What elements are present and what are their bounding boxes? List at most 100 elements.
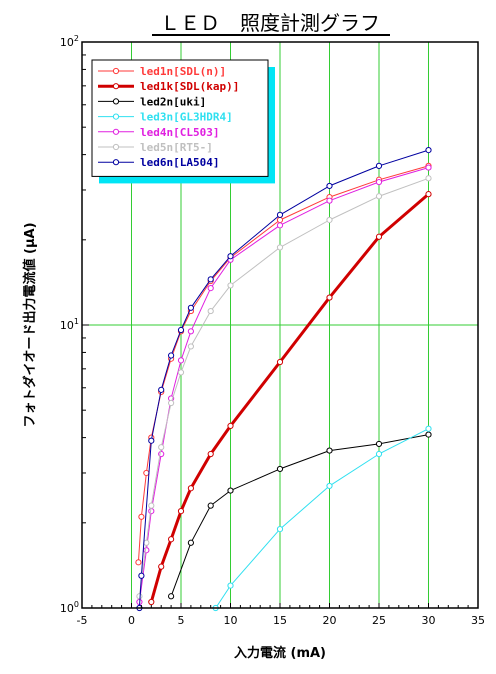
data-point (135, 559, 142, 566)
data-point (276, 358, 284, 366)
data-point (276, 222, 284, 229)
data-point (425, 191, 432, 198)
data-point (207, 276, 214, 283)
data-point (326, 482, 333, 490)
data-point (143, 539, 150, 546)
data-point (326, 182, 333, 190)
data-point (148, 437, 155, 444)
series-line (215, 428, 429, 609)
data-point (375, 233, 383, 240)
data-point (375, 440, 383, 448)
series-1 (148, 191, 432, 606)
data-point (143, 469, 150, 477)
legend-marker (112, 143, 120, 151)
data-point (168, 536, 175, 543)
series-2 (168, 431, 432, 600)
legend-label: led1k[SDL(kap)] (140, 80, 239, 93)
data-point (158, 444, 165, 451)
x-tick-label: 10 (224, 614, 238, 627)
data-point (425, 431, 432, 438)
data-point (138, 572, 145, 579)
data-point (276, 216, 284, 224)
x-tick-label: 35 (471, 614, 485, 627)
y-tick-label: 102 (60, 34, 79, 49)
x-tick-label: 20 (323, 614, 337, 627)
data-point (158, 386, 165, 393)
series-5 (136, 175, 432, 600)
x-tick-label: 30 (422, 614, 436, 627)
chart-title: ＬＥＤ 照度計測グラフ (160, 11, 380, 35)
legend-label: led3n[GL3HDR4] (140, 111, 233, 124)
legend-label: led5n[RT5-] (140, 141, 213, 154)
series-line (138, 177, 429, 597)
data-point (425, 164, 432, 171)
data-point (425, 425, 432, 432)
series-line (137, 165, 429, 563)
data-point (375, 193, 383, 200)
legend-label: led2n[uki] (140, 95, 206, 108)
x-tick-label: 5 (178, 614, 185, 627)
data-point (227, 582, 234, 589)
data-point (177, 326, 185, 334)
data-point (138, 513, 145, 520)
data-point (187, 328, 194, 335)
data-point (375, 450, 383, 458)
x-tick-label: -5 (77, 614, 88, 627)
data-point (168, 593, 175, 600)
x-tick-label: 15 (273, 614, 287, 627)
data-point (207, 502, 214, 509)
data-point (207, 450, 214, 458)
data-point (276, 465, 284, 473)
data-point (143, 547, 150, 554)
series-line (138, 149, 429, 609)
data-point (207, 285, 214, 292)
data-point (148, 598, 155, 606)
data-point (375, 162, 383, 169)
series-4 (136, 164, 432, 606)
data-point (148, 502, 155, 509)
data-point (326, 216, 333, 224)
data-point (187, 485, 194, 492)
data-point (227, 422, 234, 430)
data-point (187, 539, 194, 546)
legend-marker (112, 98, 120, 105)
data-point (207, 307, 214, 315)
data-point (168, 352, 175, 359)
legend-label: led4n[CL503] (140, 126, 219, 139)
data-point (227, 253, 234, 260)
series-line (170, 434, 429, 597)
legend-marker (112, 67, 120, 75)
data-point (276, 244, 284, 251)
data-point (276, 211, 284, 218)
series-3 (212, 425, 432, 612)
legend-label: led1n[SDL(n)] (140, 65, 226, 78)
legend-marker (112, 159, 120, 166)
data-point (326, 197, 333, 204)
data-point (187, 304, 194, 311)
legend-marker (112, 83, 120, 90)
data-point (326, 294, 333, 301)
data-point (168, 399, 175, 407)
x-axis-label: 入力電流 (mA) (234, 645, 326, 661)
x-tick-label: 25 (372, 614, 386, 627)
y-tick-label: 100 (60, 600, 79, 615)
y-axis-label: フォトダイオード出力電流値 (μA) (22, 222, 38, 427)
data-point (375, 178, 383, 186)
legend-label: led6n[LA504] (140, 156, 219, 169)
data-point (227, 282, 234, 289)
data-point (425, 175, 432, 182)
data-point (177, 507, 185, 515)
data-point (187, 343, 194, 350)
legend-box (91, 59, 269, 177)
data-point (276, 526, 284, 533)
series-layer (135, 146, 432, 612)
y-tick-label: 101 (60, 317, 79, 332)
data-point (227, 487, 234, 494)
data-point (177, 357, 185, 364)
data-point (177, 369, 185, 376)
data-point (326, 447, 333, 454)
legend: led1n[SDL(n)] led1k[SDL(kap)] led2n[uki] le… (91, 59, 275, 184)
axis-layer: -5 0 5 10 15 20 25 30 35 102 101 100 (60, 34, 485, 627)
data-point (158, 563, 165, 570)
